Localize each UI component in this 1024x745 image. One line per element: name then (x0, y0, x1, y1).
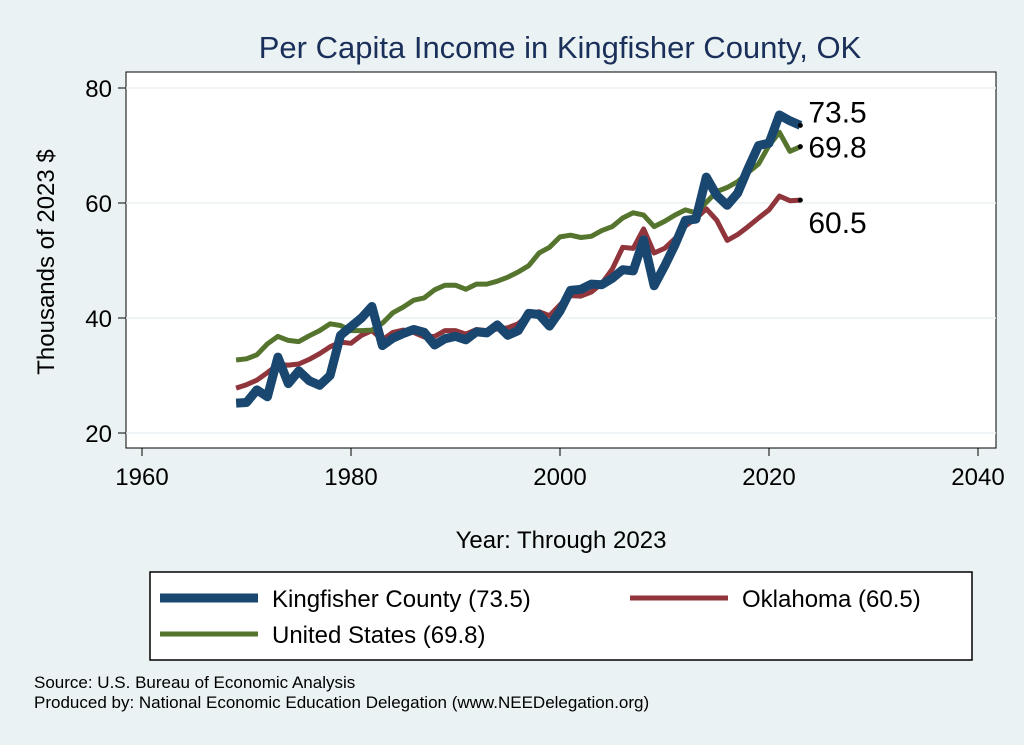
y-tick-label-40: 40 (85, 306, 112, 333)
produced-note: Produced by: National Economic Education… (34, 693, 649, 712)
legend-label-kingfisher-county: Kingfisher County (73.5) (272, 586, 531, 613)
legend: Kingfisher County (73.5) Oklahoma (60.5) U… (160, 586, 921, 649)
x-tick-label-2000: 2000 (533, 464, 586, 491)
end-label-oklahoma: 60.5 (808, 207, 866, 240)
series-line-united-states (235, 129, 802, 363)
legend-label-oklahoma: Oklahoma (60.5) (742, 586, 921, 613)
legend-box (149, 571, 973, 661)
end-labels: 73.569.8 60.5 (797, 96, 867, 240)
y-tick-label-60: 60 (85, 191, 112, 218)
source-note: Source: U.S. Bureau of Economic Analysis (34, 673, 355, 692)
y-tick-label-80: 80 (85, 76, 112, 103)
end-label-kingfisher-county: 73.5 (808, 96, 866, 129)
gridlines (126, 87, 996, 434)
end-marker-kingfisher-county (797, 122, 803, 128)
chart-title: Per Capita Income in Kingfisher County, … (259, 30, 862, 65)
x-tick-label-2020: 2020 (742, 464, 795, 491)
x-axis-title: Year: Through 2023 (456, 527, 667, 554)
y-axis-title: Thousands of 2023 $ (33, 149, 60, 375)
x-tick-label-2040: 2040 (951, 464, 1004, 491)
series-line-kingfisher-county (235, 110, 803, 408)
x-tick-label-1980: 1980 (324, 464, 377, 491)
y-tick-label-20: 20 (85, 421, 112, 448)
legend-label-united-states: United States (69.8) (272, 622, 485, 649)
x-tick-label-1960: 1960 (115, 464, 168, 491)
end-marker-united-states (797, 144, 803, 150)
end-label-united-states: 69.8 (808, 132, 866, 165)
series-lines (235, 110, 803, 408)
end-marker-oklahoma (797, 197, 803, 203)
